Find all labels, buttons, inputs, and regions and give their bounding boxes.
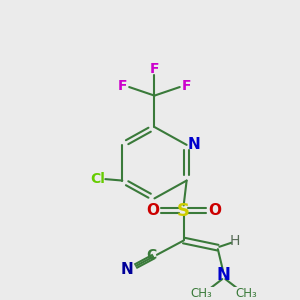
Text: O: O — [208, 203, 221, 218]
Text: F: F — [182, 80, 191, 94]
Text: CH₃: CH₃ — [235, 287, 257, 300]
Text: N: N — [188, 137, 200, 152]
Text: F: F — [118, 80, 128, 94]
Text: N: N — [217, 266, 231, 284]
Text: Cl: Cl — [90, 172, 105, 186]
Text: N: N — [121, 262, 134, 277]
Text: C: C — [146, 248, 156, 262]
Text: O: O — [146, 203, 160, 218]
Text: F: F — [150, 62, 159, 76]
Text: CH₃: CH₃ — [190, 287, 212, 300]
Text: H: H — [230, 233, 240, 248]
Text: S: S — [177, 202, 190, 220]
